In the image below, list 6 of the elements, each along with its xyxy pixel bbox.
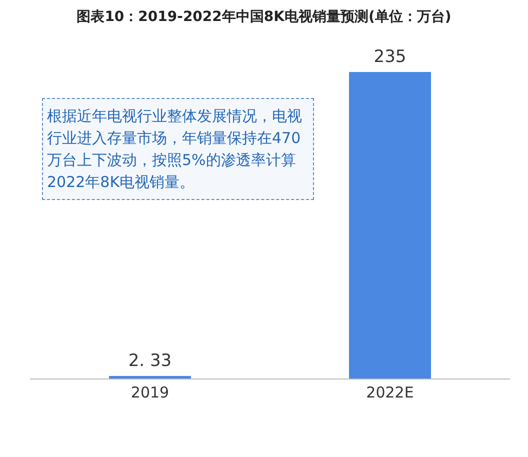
chart-title: 图表10：2019-2022年中国8K电视销量预测(单位：万台) (76, 8, 452, 26)
x-tick-label: 2019 (130, 384, 170, 402)
note-box: 根据近年电视行业整体发展情况，电视行业进入存量市场，年销量保持在470万台上下波动，按照5%的渗透率计算2022年8K电视销量。 (42, 98, 314, 200)
x-tick-label: 2022E (366, 384, 414, 402)
data-label: 2. 33 (128, 350, 172, 371)
data-label: 235 (374, 47, 406, 67)
